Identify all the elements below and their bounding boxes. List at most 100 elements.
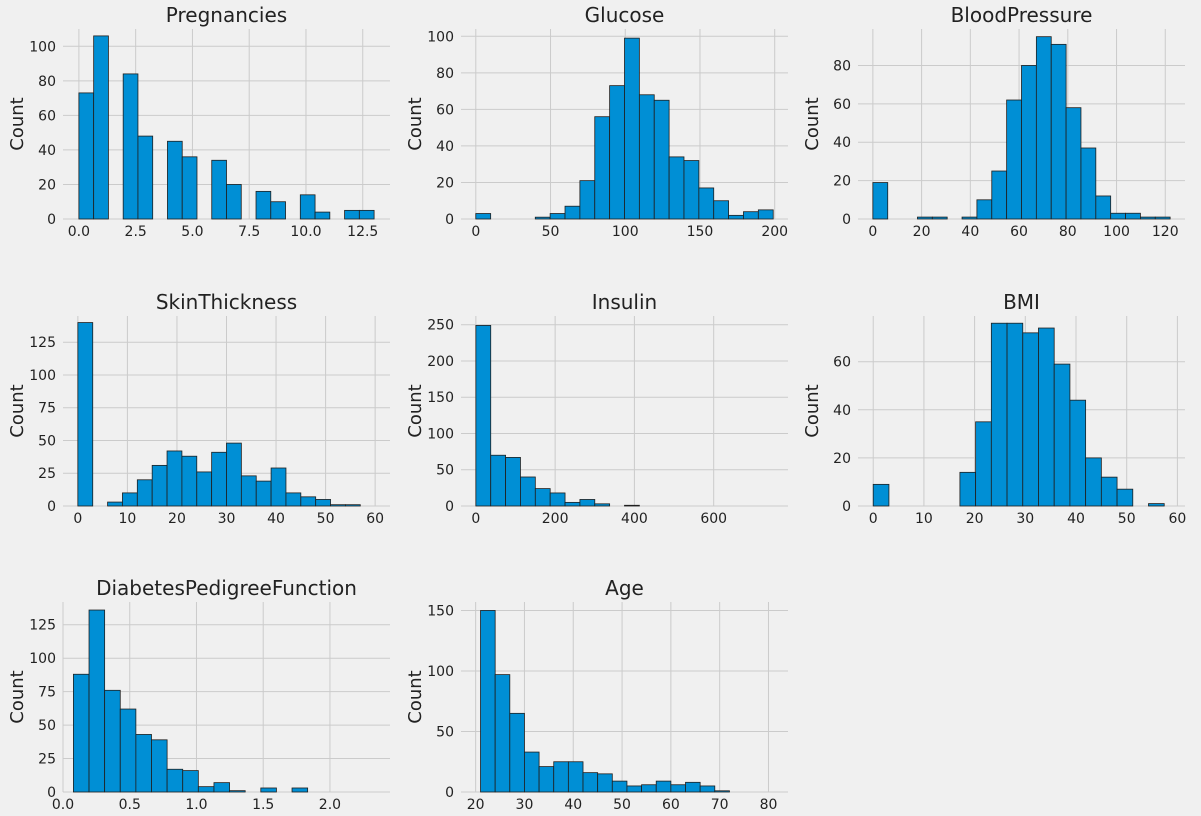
histogram-bar (1050, 43, 1067, 220)
histogram-bar (285, 492, 302, 507)
x-tick-label: 0.0 (68, 224, 90, 240)
histogram-bar (211, 451, 227, 507)
y-tick-label: 60 (436, 102, 454, 118)
y-tick-label: 150 (427, 603, 454, 619)
x-tick-label: 0 (869, 511, 878, 527)
y-axis-label: Count (405, 670, 426, 723)
y-tick-label: 150 (427, 390, 454, 406)
histogram-bar (534, 216, 551, 220)
histogram-bar (872, 182, 889, 220)
histogram-bar (743, 211, 759, 220)
x-tick-label: 10 (118, 511, 136, 527)
x-tick-label: 50 (542, 224, 560, 240)
y-tick-label: 0 (445, 785, 454, 801)
subplot-skin-thickness: 0 10 20 30 40 50 60 0 25 50 75 100 125 SkinThickness C… (7, 290, 390, 527)
x-tick-label: 200 (542, 511, 569, 527)
histogram-bar (524, 751, 540, 793)
histogram-bar (534, 488, 551, 507)
x-tick-label: 40 (267, 511, 285, 527)
histogram-bar (88, 609, 106, 793)
histogram-bar (104, 689, 121, 793)
x-tick-label: 60 (1168, 511, 1186, 527)
y-tick-label: 250 (427, 318, 454, 334)
x-tick-label: 30 (218, 511, 236, 527)
histogram-bar (553, 761, 569, 793)
histogram-bar (299, 194, 316, 220)
y-tick-label: 0 (842, 499, 851, 515)
histogram-bar (475, 325, 492, 507)
y-tick-label: 100 (29, 39, 56, 55)
subplot-title: Glucose (585, 3, 665, 27)
x-tick-label: 50 (317, 511, 335, 527)
histogram-bar (1140, 216, 1156, 220)
x-tick-label: 50 (613, 797, 631, 813)
histogram-bar (961, 216, 978, 220)
histogram-bar (1095, 195, 1112, 220)
histogram-bar (345, 504, 361, 507)
x-tick-label: 60 (1010, 224, 1028, 240)
subplot-age: 20 30 40 50 60 70 80 0 50 100 150 Age Count (405, 576, 788, 813)
histogram-bar (107, 501, 123, 507)
histogram-bar (1125, 212, 1141, 220)
histogram-bar (151, 739, 168, 793)
histogram-bar (976, 199, 993, 220)
histogram-bar (670, 784, 686, 793)
histogram-bar (77, 322, 94, 507)
x-tick-label: 120 (1152, 224, 1179, 240)
y-tick-label: 40 (436, 139, 454, 155)
y-tick-label: 0 (47, 499, 56, 515)
histogram-bar (315, 499, 331, 507)
histogram-bar (137, 135, 154, 220)
subplot-title: DiabetesPedigreeFunction (96, 576, 357, 600)
histogram-bar (1069, 399, 1087, 507)
y-axis-label: Count (7, 670, 28, 723)
x-tick-label: 1.5 (252, 797, 274, 813)
histogram-bar (344, 209, 360, 220)
y-tick-label: 100 (427, 29, 454, 45)
histogram-bar (78, 92, 95, 220)
histogram-bar (685, 781, 701, 793)
histogram-bar (959, 471, 977, 507)
histogram-bar (490, 454, 506, 507)
y-tick-label: 40 (833, 403, 851, 419)
y-axis-label: Count (802, 97, 823, 150)
subplot-pregnancies: 0.0 2.5 5.0 7.5 10.0 12.5 0 20 40 60 80 100 Pregnanc… (7, 3, 390, 240)
subplot-insulin: 0 200 400 600 0 50 100 150 200 250 Insulin Count (405, 290, 788, 527)
y-tick-label: 25 (38, 466, 56, 482)
histogram-bar (683, 160, 700, 220)
histogram-bar (624, 504, 640, 507)
subplot-diabetes-pedigree-function: 0.0 0.5 1.0 1.5 2.0 0 25 50 75 100 125 DiabetesPedi… (7, 576, 390, 813)
histogram-bar (255, 480, 272, 507)
histogram-bar (520, 476, 536, 507)
x-tick-label: 70 (711, 797, 729, 813)
y-tick-label: 40 (38, 143, 56, 159)
histogram-bar (1022, 332, 1039, 507)
histogram-bar (1035, 36, 1052, 220)
histogram-bar (166, 450, 183, 507)
histogram-bar (990, 322, 1008, 507)
histogram-bar (167, 140, 183, 220)
y-tick-label: 20 (833, 451, 851, 467)
histogram-bar (757, 209, 774, 220)
x-tick-label: 60 (366, 511, 384, 527)
x-tick-label: 7.5 (238, 224, 260, 240)
x-tick-label: 400 (621, 511, 648, 527)
y-axis-label: Count (7, 97, 28, 150)
histogram-bar (229, 790, 246, 793)
histogram-bar (975, 421, 992, 507)
subplot-title: BloodPressure (951, 3, 1093, 27)
histogram-bar (151, 464, 168, 507)
y-tick-label: 125 (29, 618, 56, 634)
subplot-blood-pressure: 0 20 40 60 80 100 120 0 20 40 60 80 BloodPressure Cou… (802, 3, 1185, 240)
subplot-title: Insulin (592, 290, 657, 314)
histogram-bar (611, 780, 628, 793)
histogram-bar (549, 213, 566, 220)
histogram-bar (1116, 488, 1134, 507)
x-tick-label: 100 (1103, 224, 1130, 240)
y-tick-label: 100 (427, 664, 454, 680)
histogram-bar (1148, 503, 1165, 507)
y-tick-label: 20 (436, 175, 454, 191)
y-tick-label: 50 (436, 724, 454, 740)
histogram-bar (579, 499, 596, 507)
